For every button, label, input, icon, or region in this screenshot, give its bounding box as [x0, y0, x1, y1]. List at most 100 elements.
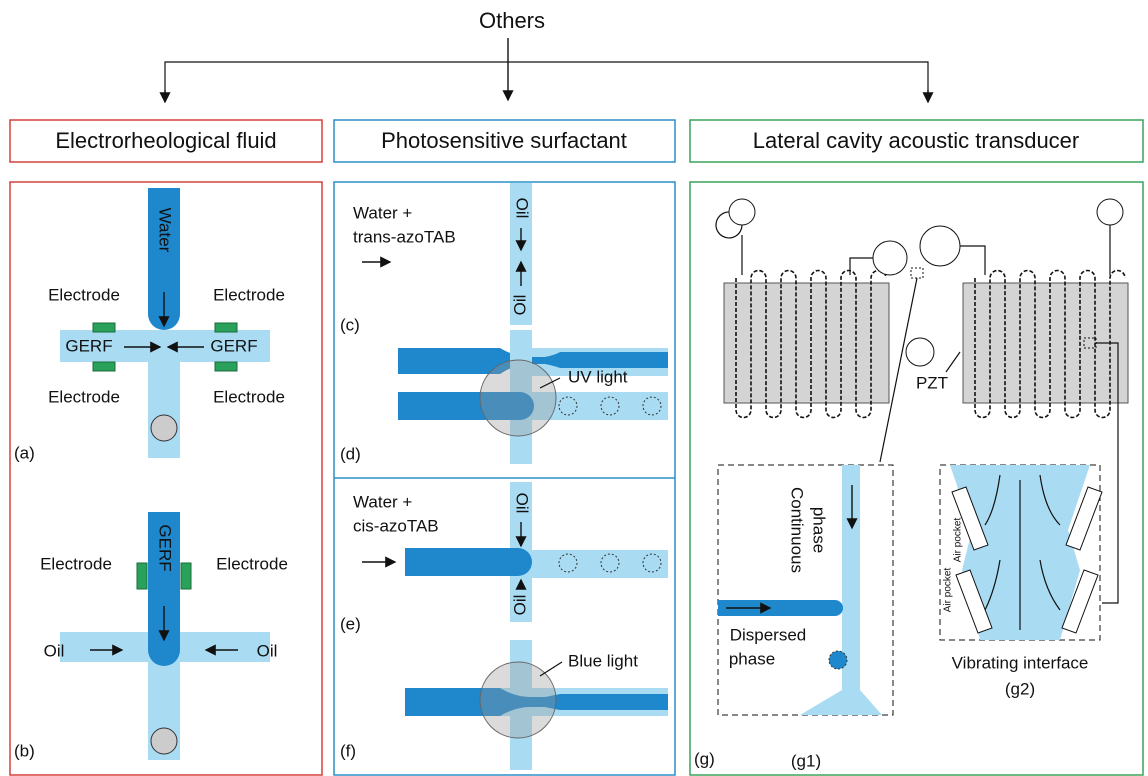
panel-label: (d) — [340, 444, 361, 463]
root-title: Others — [479, 8, 545, 33]
heading: Lateral cavity acoustic transducer — [753, 128, 1080, 153]
label: Blue light — [568, 651, 638, 670]
label: Electrode — [48, 387, 120, 406]
panel-box — [689, 181, 1144, 776]
label: Oil — [44, 641, 65, 660]
channel — [960, 245, 986, 275]
light-spot — [479, 661, 557, 739]
label: GERF — [210, 336, 257, 355]
droplet — [642, 396, 662, 416]
label: Oil — [510, 295, 529, 316]
heading: Electrorheological fluid — [55, 128, 276, 153]
dispersed-flow — [718, 600, 843, 616]
reservoir — [872, 240, 908, 276]
label: GERF — [65, 336, 112, 355]
label: Electrode — [216, 554, 288, 573]
reservoir — [728, 198, 756, 226]
droplet — [558, 553, 578, 573]
panel-label: (c) — [340, 315, 360, 334]
label: cis-azoTAB — [353, 516, 439, 535]
serpentine — [735, 269, 1126, 419]
heading-box — [689, 119, 1144, 163]
panel-label: (g) — [694, 749, 715, 768]
label: phase — [729, 649, 775, 668]
channel — [849, 257, 873, 275]
leader — [1096, 342, 1119, 604]
label: UV light — [568, 367, 628, 386]
label: Electrode — [213, 285, 285, 304]
dispersed-flow — [398, 392, 534, 420]
reservoir — [1096, 198, 1124, 226]
pzt — [723, 282, 890, 404]
air-pocket — [951, 486, 989, 551]
serpentine-channel — [735, 269, 887, 419]
channel — [800, 465, 882, 715]
panel-label: (g2) — [1005, 679, 1035, 698]
label: Continuous — [788, 487, 807, 573]
leader — [945, 351, 961, 373]
decorations: Others Electrorheological fluid Photosen… — [9, 8, 1144, 776]
label: Oil — [513, 493, 532, 514]
panel-label: (g1) — [791, 751, 821, 770]
electrode — [214, 322, 238, 333]
reservoir — [905, 337, 935, 367]
air-pocket — [1061, 569, 1099, 634]
label: Electrode — [48, 285, 120, 304]
droplet — [600, 553, 620, 573]
label: trans-azoTAB — [353, 227, 456, 246]
label: Electrode — [213, 387, 285, 406]
channel — [510, 183, 532, 325]
label: Air pocket — [943, 568, 954, 613]
dispersed-flow — [398, 348, 668, 374]
water-channel — [148, 188, 180, 330]
label: Oil — [257, 641, 278, 660]
heading-box — [333, 119, 676, 163]
heading-box — [9, 119, 323, 163]
label: Dispersed — [730, 625, 807, 644]
panel-label: (b) — [14, 741, 35, 760]
label: Oil — [513, 198, 532, 219]
droplet — [150, 727, 178, 755]
heading: Photosensitive surfactant — [381, 128, 627, 153]
label: PZT — [916, 373, 948, 392]
zoom-box — [910, 267, 924, 279]
dispersed-flow — [405, 548, 532, 576]
reservoir — [919, 225, 961, 267]
label: Water + — [353, 492, 412, 511]
air-pocket — [955, 569, 993, 634]
droplet — [150, 414, 178, 442]
electrode — [92, 361, 116, 372]
electrode — [180, 562, 192, 590]
label: Water + — [353, 203, 412, 222]
tree-line — [164, 61, 929, 100]
electrode — [214, 361, 238, 372]
label: Vibrating interface — [952, 653, 1089, 672]
droplet — [600, 396, 620, 416]
droplet — [642, 553, 662, 573]
streamline — [984, 474, 1061, 630]
label: phase — [810, 507, 829, 553]
dispersed-flow — [405, 688, 668, 716]
panel-label: (f) — [340, 741, 356, 760]
leader — [879, 277, 918, 463]
label: Air pocket — [953, 518, 964, 563]
leader — [539, 661, 563, 677]
droplet — [558, 396, 578, 416]
label: Electrode — [40, 554, 112, 573]
electrode — [92, 322, 116, 333]
label: Water — [156, 208, 175, 253]
panel-box — [9, 181, 323, 776]
panel-label: (e) — [340, 614, 361, 633]
light-spot — [479, 359, 557, 437]
serpentine-channel — [974, 269, 1126, 419]
channel — [520, 550, 668, 578]
gerf-channel — [148, 512, 180, 666]
air-pocket — [1065, 486, 1103, 551]
label: GERF — [156, 524, 175, 571]
electrode — [136, 562, 148, 590]
droplet — [828, 650, 848, 670]
leader — [539, 377, 561, 389]
panel-label: (a) — [14, 443, 35, 462]
label: Oil — [510, 595, 529, 616]
